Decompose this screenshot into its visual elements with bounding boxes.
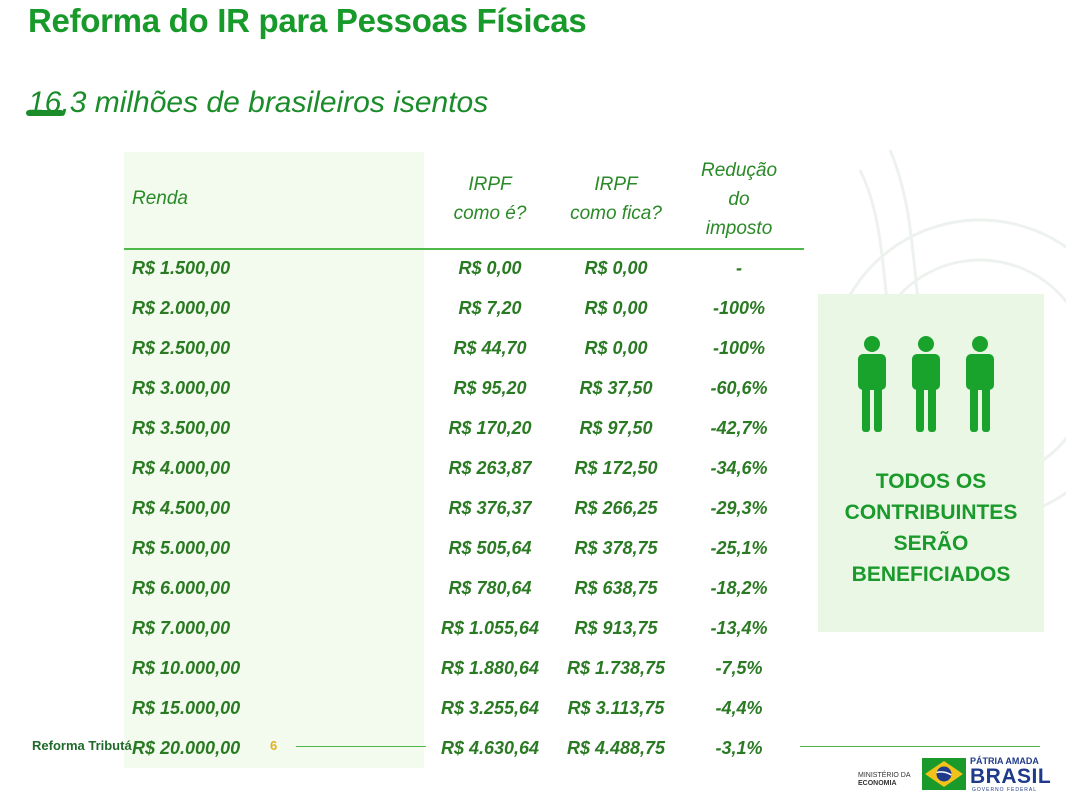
table-row: R$ 2.000,00 R$ 7,20 R$ 0,00 -100% (124, 290, 804, 330)
irpf-novo-cell: R$ 0,00 (584, 258, 648, 278)
table-row: R$ 1.500,00 R$ 0,00 R$ 0,00 - (124, 250, 804, 290)
irpf-novo-cell: R$ 0,00 (584, 298, 648, 318)
header-irpf-atual: IRPF como é? (453, 174, 527, 224)
renda-cell: R$ 2.500,00 (132, 338, 231, 358)
renda-cell: R$ 3.000,00 (132, 378, 231, 398)
header-reducao: Redução do imposto (700, 160, 778, 239)
three-people-icon (858, 336, 994, 432)
logo-top-text: PÁTRIA AMADA (970, 756, 1039, 766)
logo-bottom-text: GOVERNO FEDERAL (972, 787, 1038, 793)
irpf-atual-cell: R$ 1.055,64 (440, 618, 540, 638)
table-row: R$ 4.000,00 R$ 263,87 R$ 172,50 -34,6% (124, 450, 804, 490)
table-row: R$ 15.000,00 R$ 3.255,64 R$ 3.113,75 -4,4% (124, 690, 804, 730)
table-header: Renda IRPF como é? IRPF como fica? Reduç… (124, 152, 804, 250)
irpf-atual-cell: R$ 4.630,64 (440, 738, 540, 758)
renda-cell: R$ 4.500,00 (132, 498, 231, 518)
header-renda: Renda (132, 188, 188, 209)
reducao-cell: -3,1% (715, 738, 763, 758)
slide-subtitle: 16,3 milhões de brasileiros isentos (28, 86, 489, 119)
renda-cell: R$ 1.500,00 (132, 258, 231, 278)
irpf-atual-cell: R$ 505,64 (448, 538, 532, 558)
renda-cell: R$ 5.000,00 (132, 538, 231, 558)
header-irpf-novo: IRPF como fica? (570, 174, 662, 224)
reducao-cell: -100% (712, 338, 766, 358)
irpf-table: Renda IRPF como é? IRPF como fica? Reduç… (124, 152, 804, 770)
irpf-atual-cell: R$ 780,64 (448, 578, 532, 598)
benefit-text: TODOS OS CONTRIBUINTES SERÃO BENEFICIADO… (844, 470, 1018, 586)
irpf-novo-cell: R$ 0,00 (584, 338, 648, 358)
renda-cell: R$ 15.000,00 (132, 698, 241, 718)
renda-cell: R$ 2.000,00 (132, 298, 231, 318)
irpf-novo-cell: R$ 4.488,75 (566, 738, 666, 758)
slide-title: Reforma do IR para Pessoas Físicas (28, 2, 587, 39)
irpf-atual-cell: R$ 0,00 (458, 258, 522, 278)
irpf-atual-cell: R$ 7,20 (458, 298, 522, 318)
ministry-label: MINISTÉRIO DA ECONOMIA (858, 772, 911, 787)
footer-divider-right (800, 746, 1040, 747)
irpf-atual-cell: R$ 376,37 (448, 498, 532, 518)
reducao-cell: -29,3% (710, 498, 768, 518)
renda-column-highlight (124, 152, 424, 768)
renda-cell: R$ 3.500,00 (132, 418, 231, 438)
reducao-cell: -13,4% (710, 618, 768, 638)
reducao-cell: -25,1% (710, 538, 768, 558)
irpf-novo-cell: R$ 266,25 (574, 498, 658, 518)
table-row: R$ 7.000,00 R$ 1.055,64 R$ 913,75 -13,4% (124, 610, 804, 650)
table-row: R$ 10.000,00 R$ 1.880,64 R$ 1.738,75 -7,5% (124, 650, 804, 690)
brasil-government-logo: PÁTRIA AMADA BRASIL GOVERNO FEDERAL (922, 756, 1052, 794)
irpf-atual-cell: R$ 1.880,64 (440, 658, 540, 678)
page-number: 6 (270, 738, 278, 753)
footer-divider-left (296, 746, 426, 747)
table-row: R$ 3.500,00 R$ 170,20 R$ 97,50 -42,7% (124, 410, 804, 450)
irpf-novo-cell: R$ 97,50 (579, 418, 653, 438)
irpf-novo-cell: R$ 1.738,75 (566, 658, 666, 678)
reducao-cell: -34,6% (710, 458, 768, 478)
irpf-novo-cell: R$ 913,75 (574, 618, 658, 638)
irpf-novo-cell: R$ 378,75 (574, 538, 658, 558)
irpf-atual-cell: R$ 95,20 (453, 378, 527, 398)
irpf-atual-cell: R$ 263,87 (448, 458, 532, 478)
irpf-novo-cell: R$ 3.113,75 (567, 698, 665, 718)
renda-cell: R$ 10.000,00 (132, 658, 241, 678)
benefit-callout: TODOS OS CONTRIBUINTES SERÃO BENEFICIADO… (818, 294, 1044, 632)
irpf-atual-cell: R$ 170,20 (448, 418, 532, 438)
table-row: R$ 3.000,00 R$ 95,20 R$ 37,50 -60,6% (124, 370, 804, 410)
reducao-cell: -60,6% (710, 378, 768, 398)
logo-main-text: BRASIL (970, 765, 1052, 788)
renda-cell: R$ 7.000,00 (132, 618, 231, 638)
table-row: R$ 5.000,00 R$ 505,64 R$ 378,75 -25,1% (124, 530, 804, 570)
irpf-atual-cell: R$ 3.255,64 (440, 698, 540, 718)
table-row: R$ 20.000,00 R$ 4.630,64 R$ 4.488,75 -3,1% (124, 730, 804, 770)
table-body: R$ 1.500,00 R$ 0,00 R$ 0,00- R$ 2.000,00 R$ … (124, 250, 804, 770)
table-row: R$ 6.000,00 R$ 780,64 R$ 638,75 -18,2% (124, 570, 804, 610)
irpf-novo-cell: R$ 638,75 (574, 578, 658, 598)
reducao-cell: -18,2% (710, 578, 768, 598)
irpf-novo-cell: R$ 172,50 (574, 458, 658, 478)
table-row: R$ 2.500,00 R$ 44,70 R$ 0,00 -100% (124, 330, 804, 370)
renda-cell: R$ 4.000,00 (132, 458, 231, 478)
reducao-cell: -4,4% (715, 698, 763, 718)
reducao-cell: - (736, 258, 742, 278)
subtitle-underline (26, 110, 64, 116)
reducao-cell: -100% (712, 298, 766, 318)
irpf-novo-cell: R$ 37,50 (579, 378, 653, 398)
footer-label: Reforma Tributária (32, 738, 132, 753)
table-row: R$ 4.500,00 R$ 376,37 R$ 266,25 -29,3% (124, 490, 804, 530)
reducao-cell: -7,5% (715, 658, 763, 678)
irpf-atual-cell: R$ 44,70 (453, 338, 527, 358)
brazil-flag-icon (922, 758, 966, 790)
reducao-cell: -42,7% (710, 418, 768, 438)
renda-cell: R$ 20.000,00 (132, 738, 241, 758)
renda-cell: R$ 6.000,00 (132, 578, 231, 598)
